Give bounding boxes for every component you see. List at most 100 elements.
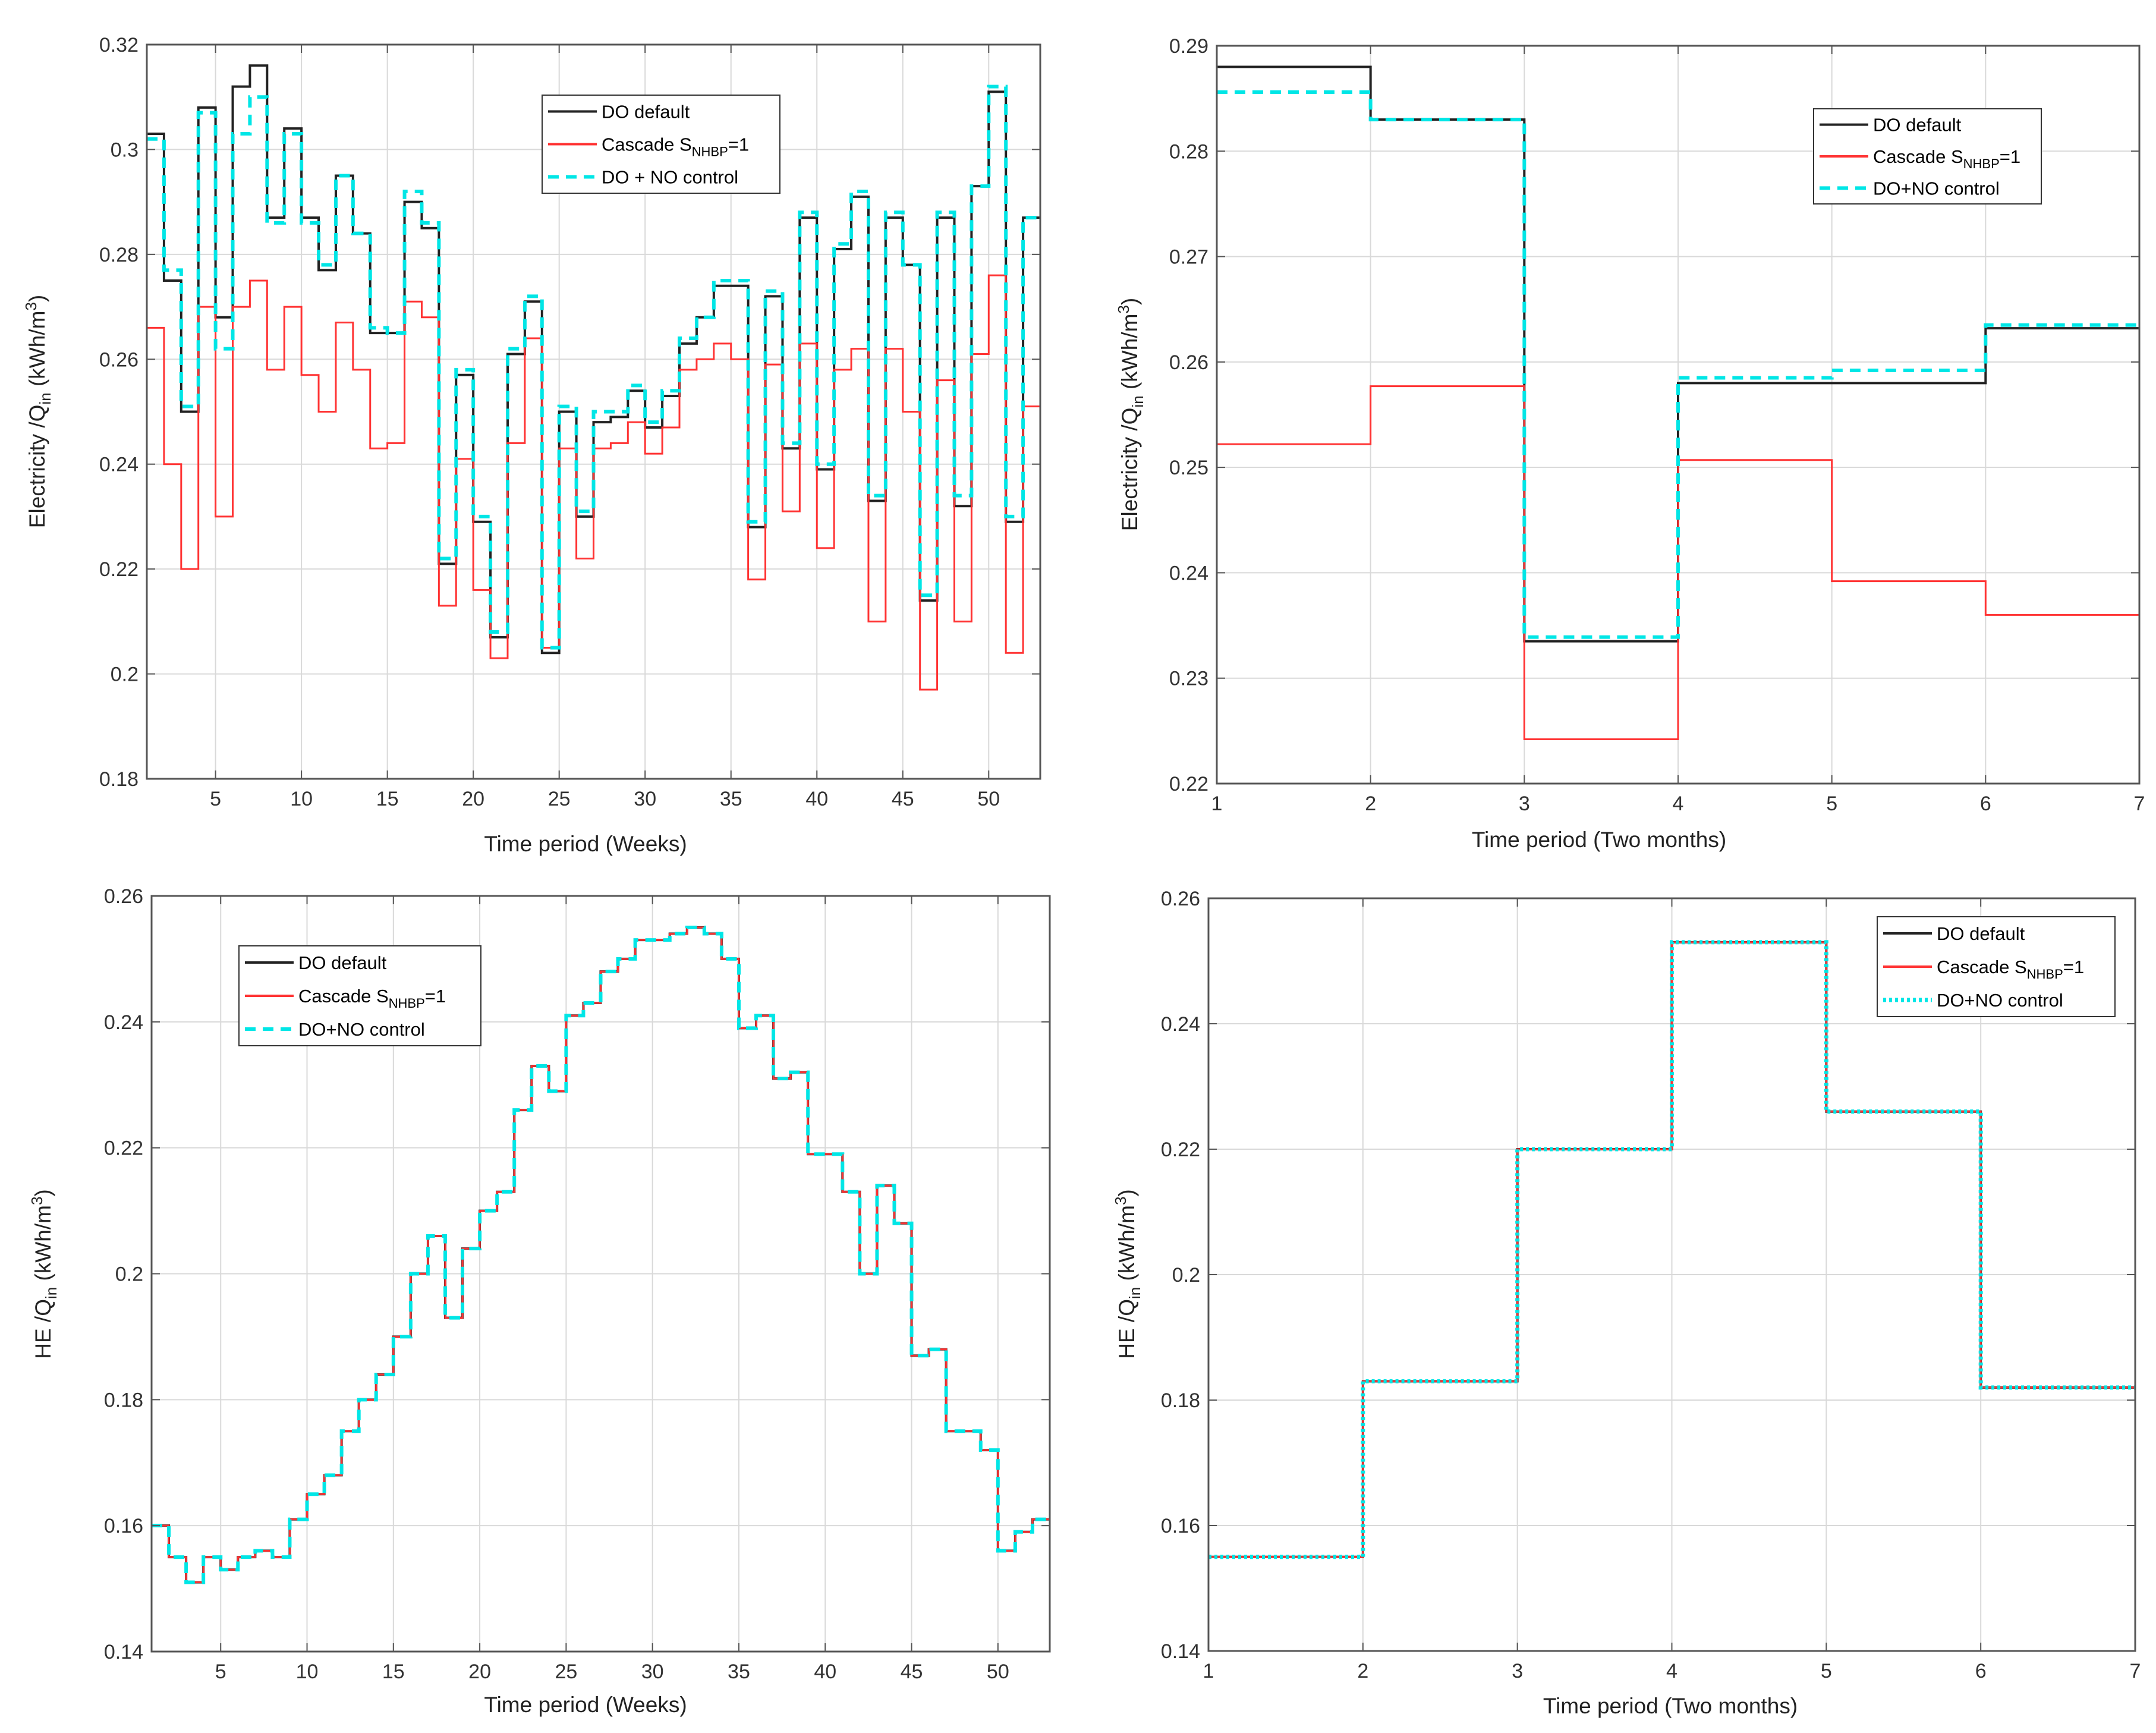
legend-label-2: Cascade SNHBP=1 — [1937, 957, 2084, 982]
y-tick-label: 0.24 — [104, 1011, 143, 1034]
legend-label-1: DO default — [1873, 115, 1962, 136]
y-tick-label: 0.26 — [1169, 351, 1208, 374]
series-line-3: DO+NO control — [1217, 90, 2139, 639]
series-line-3: DO+NO control — [152, 925, 1050, 1584]
y-tick-label: 0.18 — [99, 768, 139, 791]
x-tick-label: 35 — [720, 788, 742, 810]
x-tick-label: 1 — [1211, 792, 1223, 815]
legend-label-1: DO default — [298, 952, 387, 973]
tick-labels: 1 2 3 4 5 6 7 0.14 0.16 0.18 0.2 0.22 0.24 0.26 — [1161, 888, 2141, 1682]
axes-box — [146, 43, 1041, 780]
x-tick-label: 40 — [805, 788, 828, 810]
x-tick-label: 30 — [641, 1660, 664, 1683]
x-axis-label: Time period (Two months) — [1543, 1694, 1798, 1718]
y-tick-label: 0.23 — [1169, 668, 1208, 690]
x-tick-label: 50 — [977, 788, 1000, 810]
legend: DO default Cascade SNHBP=1 DO+NO control — [1813, 108, 2042, 205]
legend-label-3: DO + NO control — [602, 167, 738, 188]
legend-label-1: DO default — [602, 102, 690, 122]
y-tick-label: 0.22 — [104, 1137, 143, 1160]
y-axis-label: HE /Qin (kWh/m3) — [1112, 1189, 1144, 1359]
y-tick-label: 0.28 — [99, 244, 139, 266]
legend: DO default Cascade SNHBP=1 DO + NO control — [542, 95, 780, 194]
x-tick-label: 5 — [1826, 792, 1837, 815]
x-tick-label: 2 — [1357, 1660, 1368, 1682]
y-tick-label: 0.28 — [1169, 140, 1208, 163]
x-tick-label: 25 — [548, 788, 571, 810]
y-tick-label: 0.16 — [1161, 1515, 1200, 1537]
x-tick-label: 1 — [1203, 1660, 1214, 1682]
legend-label-3: DO+NO control — [1873, 178, 2000, 199]
y-axis-label: Electricity /Qin (kWh/m3) — [1115, 298, 1147, 531]
y-tick-label: 0.27 — [1169, 246, 1208, 269]
tick-labels: 1 2 3 4 5 6 7 0.22 0.23 0.24 0.25 0.26 0.27 0.28 0.29 — [1169, 35, 2145, 815]
legend: DO default Cascade SNHBP=1 DO+NO control — [238, 945, 481, 1046]
tick-labels: 5 10 15 20 25 30 35 40 45 50 0.14 0.16 0.18 0.2 0.22 0.… — [104, 885, 1050, 1683]
y-tick-label: 0.24 — [99, 454, 139, 476]
x-tick-label: 6 — [1980, 792, 1991, 815]
x-tick-label: 4 — [1666, 1660, 1677, 1682]
x-tick-label: 3 — [1519, 792, 1530, 815]
legend-label-3: DO+NO control — [1937, 990, 2063, 1011]
x-tick-label: 10 — [290, 788, 313, 810]
y-tick-label: 0.25 — [1169, 457, 1208, 479]
tick-labels: 5 10 15 20 25 30 35 40 45 50 0.18 0.2 0.22 0.24 0.26 0.… — [99, 34, 1040, 810]
y-tick-label: 0.22 — [99, 558, 139, 581]
y-tick-label: 0.22 — [1169, 773, 1208, 795]
y-tick-label: 0.22 — [1161, 1138, 1200, 1161]
legend: DO default Cascade SNHBP=1 DO+NO control — [1877, 916, 2116, 1017]
x-tick-label: 10 — [296, 1660, 319, 1683]
y-tick-label: 0.24 — [1161, 1013, 1200, 1036]
series-line-2: Cascade S_NHBP=1 — [1208, 941, 2135, 1558]
y-tick-label: 0.2 — [115, 1263, 143, 1286]
x-axis-label: Time period (Weeks) — [484, 832, 687, 856]
x-axis-label: Time period (Two months) — [1472, 828, 1726, 852]
x-tick-label: 40 — [814, 1660, 836, 1683]
x-tick-label: 5 — [215, 1660, 226, 1683]
legend-label-2: Cascade SNHBP=1 — [1873, 146, 2020, 171]
y-tick-label: 0.26 — [99, 348, 139, 371]
x-tick-label: 3 — [1512, 1660, 1523, 1682]
x-tick-label: 45 — [892, 788, 914, 810]
y-tick-label: 0.16 — [104, 1515, 143, 1537]
y-tick-label: 0.3 — [111, 139, 139, 161]
x-tick-label: 20 — [462, 788, 484, 810]
x-tick-label: 5 — [1821, 1660, 1832, 1682]
x-axis-label: Time period (Weeks) — [484, 1693, 687, 1717]
y-tick-label: 0.2 — [111, 663, 139, 686]
x-tick-label: 15 — [376, 788, 399, 810]
y-tick-label: 0.14 — [1161, 1640, 1200, 1663]
y-tick-label: 0.26 — [104, 885, 143, 908]
legend-label-3: DO+NO control — [298, 1019, 425, 1040]
y-tick-label: 0.26 — [1161, 888, 1200, 910]
x-tick-label: 2 — [1365, 792, 1376, 815]
y-axis-label: Electricity /Qin (kWh/m3) — [22, 295, 54, 528]
legend-label-2: Cascade SNHBP=1 — [298, 986, 446, 1011]
y-tick-label: 0.32 — [99, 34, 139, 56]
y-tick-label: 0.24 — [1169, 562, 1208, 584]
legend-label-2: Cascade SNHBP=1 — [602, 134, 749, 159]
y-tick-label: 0.18 — [104, 1389, 143, 1411]
y-axis-label: HE /Qin (kWh/m3) — [28, 1189, 60, 1359]
x-tick-label: 50 — [987, 1660, 1009, 1683]
y-tick-label: 0.29 — [1169, 35, 1208, 58]
x-tick-label: 20 — [468, 1660, 491, 1683]
y-tick-label: 0.2 — [1172, 1264, 1200, 1287]
x-tick-label: 35 — [728, 1660, 750, 1683]
x-tick-label: 30 — [634, 788, 656, 810]
x-tick-label: 15 — [382, 1660, 405, 1683]
x-tick-label: 25 — [555, 1660, 577, 1683]
y-tick-label: 0.18 — [1161, 1389, 1200, 1412]
x-tick-label: 4 — [1673, 792, 1684, 815]
x-tick-label: 7 — [2134, 792, 2145, 815]
